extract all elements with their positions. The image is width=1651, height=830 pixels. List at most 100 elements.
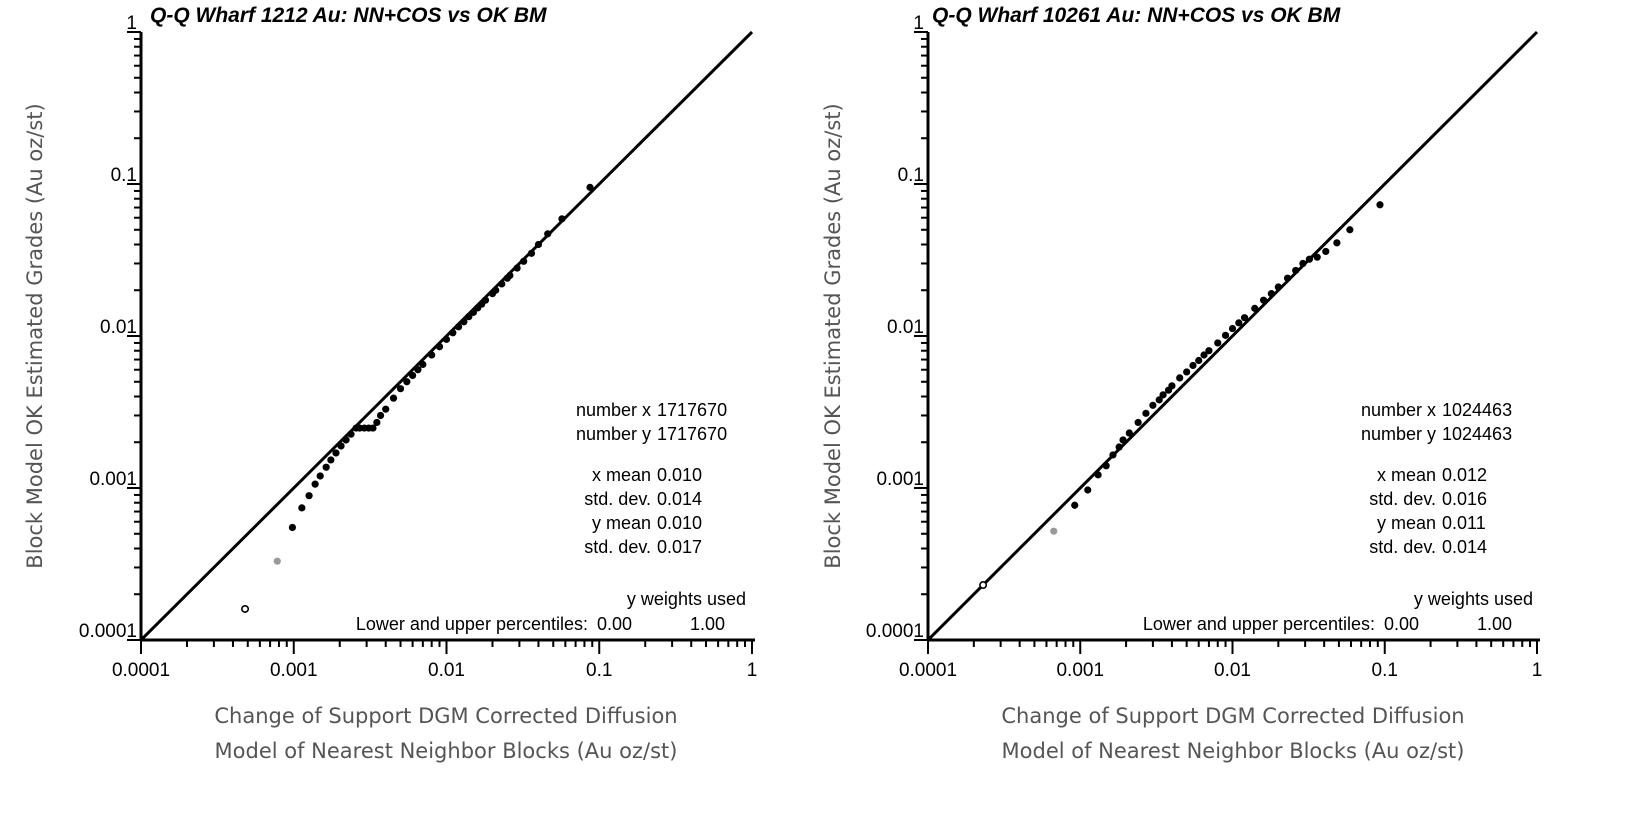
stat-value: 0.016 [1442,489,1487,509]
qq-point [465,313,473,321]
stat-label: number y [576,424,651,444]
x-tick-label: 0.001 [1056,660,1104,681]
qq-point [403,378,411,386]
qq-chart-wharf-1212: Q-Q Wharf 1212 Au: NN+COS vs OK BM Block… [23,4,757,763]
qq-point [454,323,463,331]
y-tick-label: 0.1 [898,165,924,186]
y-axis-label: Block Model OK Estimated Grades (Au oz/s… [23,103,47,568]
qq-point [1102,462,1110,470]
x-axis-label-line2: Model of Nearest Neighbor Blocks (Au oz/… [215,739,678,763]
qq-point [288,523,297,532]
qq-point [1189,361,1197,370]
stat-value: 0.010 [657,465,702,485]
stat-label: x mean [592,465,651,485]
reference-line-y-equals-x [926,30,1539,642]
y-tick-label: 0.001 [89,469,137,490]
stat-value: 1717670 [657,400,727,420]
qq-point [442,335,451,343]
qq-point [428,351,436,359]
qq-point [1259,296,1268,304]
qq-point [492,286,500,294]
x-axis-label-line1: Change of Support DGM Corrected Diffusio… [214,704,677,728]
qq-point [1313,253,1321,261]
qq-points [979,201,1384,590]
qq-point [1333,239,1341,247]
axes: 0.0001 0.001 0.01 0.1 1 0.0001 0.001 0.01 0.1 1 [79,13,757,681]
x-tick-label: 0.001 [270,660,318,681]
qq-point [311,480,319,488]
y-tick-label: 0.01 [100,317,137,338]
qq-point [369,424,377,432]
qq-point [342,436,350,444]
qq-point-open [241,604,250,613]
qq-point [520,257,528,265]
x-axis-label-line2: Model of Nearest Neighbor Blocks (Au oz/… [1002,739,1465,763]
qq-point [435,343,444,351]
qq-point [347,430,355,438]
qq-point [305,492,313,500]
qq-point [1214,339,1222,347]
qq-point [1119,436,1127,444]
qq-point [1292,266,1300,275]
qq-point [1071,501,1079,509]
qq-point [1322,247,1330,256]
percentile-lower: 0.00 [1384,614,1419,634]
qq-point [322,463,330,471]
qq-point [414,366,422,374]
x-tick-label: 0.1 [1372,660,1398,681]
stat-label: y mean [592,513,651,533]
qq-point [1176,374,1184,382]
statistics-panel: number x 1717670 number y 1717670 x mean… [356,400,746,634]
weights-note: y weights used [1414,589,1533,609]
qq-point [1200,351,1208,359]
qq-point [419,360,427,369]
qq-point [298,504,306,512]
qq-point [527,249,536,257]
qq-point [1251,304,1259,312]
qq-point [1274,283,1282,291]
y-tick-label: 1 [913,13,924,34]
qq-point [1205,347,1213,355]
stat-label: number y [1361,424,1436,444]
qq-point [449,329,457,337]
qq-point [409,371,417,380]
qq-point [1228,324,1237,333]
qq-point-gray [273,557,281,565]
qq-point [332,449,340,457]
qq-point [1125,429,1133,437]
stat-label: std. dev. [1369,537,1436,557]
qq-point [1267,290,1275,298]
x-tick-label: 0.0001 [112,660,170,681]
stat-label: x mean [1377,465,1436,485]
stat-label: number x [576,400,651,420]
y-tick-label: 0.0001 [866,621,924,642]
qq-point [498,280,506,288]
qq-point-gray [1050,527,1058,535]
percentile-upper: 1.00 [690,614,725,634]
qq-point [376,411,385,420]
qq-point [513,264,521,272]
y-axis-label: Block Model OK Estimated Grades (Au oz/s… [821,103,845,568]
percentiles-label: Lower and upper percentiles: [356,614,588,634]
stat-label: y mean [1377,513,1436,533]
stat-value: 1717670 [657,424,727,444]
qq-point [1240,314,1249,322]
y-tick-label: 0.1 [111,165,137,186]
qq-point [1195,356,1203,365]
y-tick-label: 1 [126,13,137,34]
qq-point [1149,401,1157,409]
stat-value: 0.010 [657,513,702,533]
qq-point [1094,471,1102,479]
qq-point [1159,391,1167,399]
qq-point [1142,409,1150,417]
qq-point [373,418,381,427]
x-tick-label: 1 [747,660,758,681]
qq-points [241,183,594,613]
qq-point [1283,274,1292,282]
qq-point [1299,259,1307,268]
x-tick-label: 0.01 [1214,660,1251,681]
stat-label: number x [1361,400,1436,420]
stat-label: std. dev. [584,489,651,509]
x-axis-label-line1: Change of Support DGM Corrected Diffusio… [1001,704,1464,728]
